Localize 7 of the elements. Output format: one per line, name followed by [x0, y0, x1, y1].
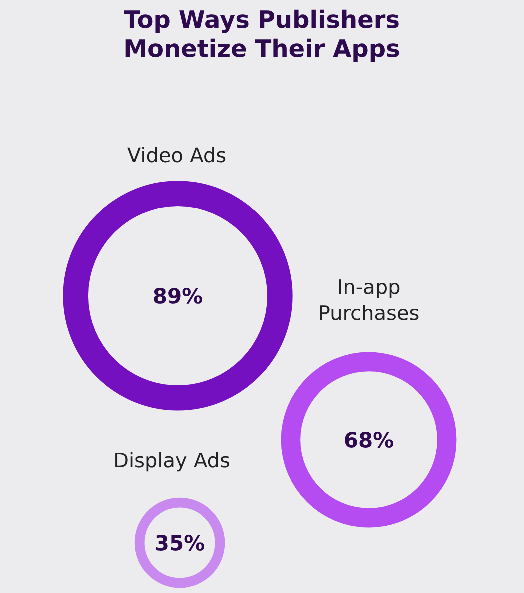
- data-label: 68%: [345, 432, 394, 448]
- data-label: 89%: [154, 288, 202, 304]
- data-label: 35%: [156, 535, 204, 551]
- category-label: Video Ads: [128, 147, 226, 163]
- category-label: In-app Purchases: [320, 280, 419, 320]
- text: Top Ways Publishers Monetize Their Apps: [124, 10, 400, 62]
- category-label: Display Ads: [116, 452, 230, 472]
